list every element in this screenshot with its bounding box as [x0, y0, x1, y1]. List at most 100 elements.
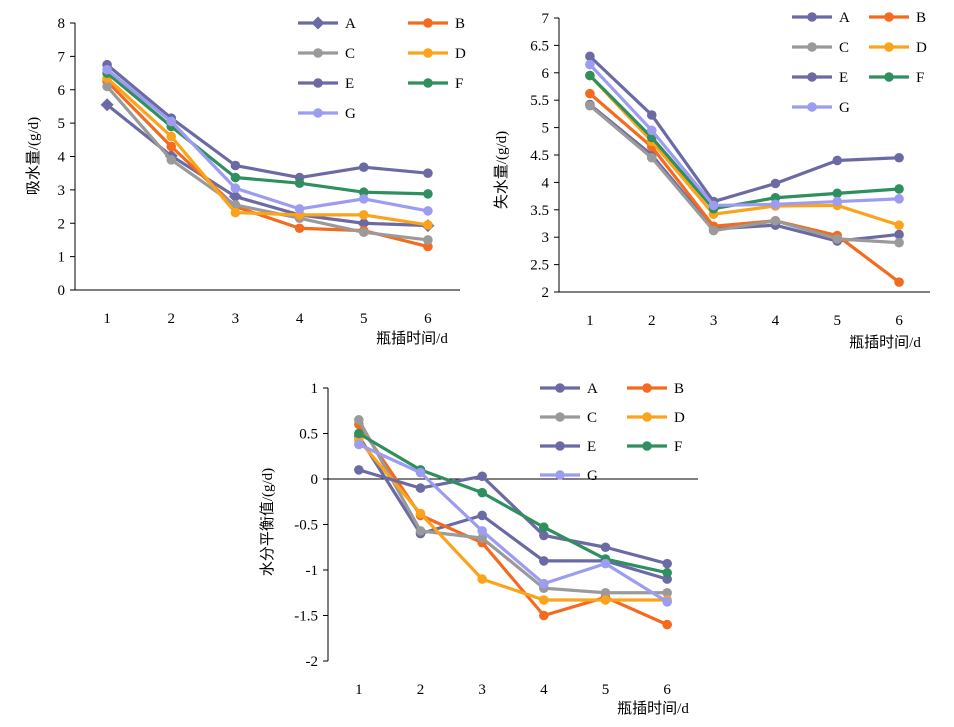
- data-point-C: [102, 81, 112, 92]
- x-axis-title: 瓶插时间/d: [849, 334, 921, 351]
- data-point-E: [230, 160, 241, 171]
- data-point-C: [358, 227, 369, 238]
- data-point-B: [539, 610, 549, 621]
- data-point-C: [662, 587, 672, 598]
- data-point-G: [585, 59, 595, 70]
- legend-label: G: [345, 106, 356, 122]
- legend-swatch-marker: [807, 72, 817, 82]
- legend-item-B: B: [869, 10, 926, 26]
- legend-label: C: [587, 410, 597, 426]
- data-point-G: [423, 206, 433, 216]
- data-point-C: [423, 235, 433, 245]
- x-tick-label: 4: [540, 682, 548, 698]
- data-point-A: [539, 556, 549, 566]
- series-line-D: [588, 74, 900, 227]
- x-tick-label: 5: [834, 313, 842, 329]
- data-point-D: [539, 595, 549, 605]
- legend-item-G: G: [792, 100, 850, 116]
- legend-swatch-marker: [313, 48, 323, 58]
- y-tick-label: -2: [306, 654, 319, 670]
- legend-swatch-marker: [807, 12, 817, 22]
- data-point-E: [646, 110, 657, 120]
- data-point-G: [477, 526, 487, 536]
- legend-swatch-marker: [311, 16, 325, 30]
- data-point-E: [423, 168, 433, 178]
- data-point-G: [166, 116, 177, 127]
- y-tick-label: 3.5: [530, 203, 549, 219]
- legend-label: E: [839, 70, 848, 86]
- data-point-G: [294, 204, 305, 214]
- legend-item-A: A: [298, 16, 356, 32]
- legend-label: C: [345, 46, 355, 62]
- data-point-D: [894, 220, 904, 230]
- data-point-B: [423, 241, 433, 252]
- legend-label: A: [587, 381, 598, 397]
- series-G: [102, 64, 433, 216]
- series-E: [354, 465, 672, 569]
- series-F: [102, 68, 433, 199]
- data-point-D: [166, 131, 177, 142]
- y-axis-title: 水分平衡值/(g/d): [259, 468, 276, 576]
- y-tick-label: 4.5: [530, 148, 549, 164]
- data-point-C: [354, 415, 364, 425]
- legend-swatch-marker: [642, 383, 652, 393]
- series-line-D: [357, 438, 668, 602]
- data-point-E: [600, 542, 611, 553]
- series-line-A: [357, 435, 668, 581]
- legend-label: D: [455, 46, 466, 62]
- y-tick-label: 0: [311, 472, 319, 488]
- series-E: [102, 59, 433, 183]
- legend: A B C D E F G: [298, 16, 466, 122]
- series-G: [354, 439, 672, 607]
- data-point-G: [662, 597, 672, 607]
- legend-item-F: F: [869, 70, 924, 86]
- x-tick-label: 5: [360, 311, 368, 327]
- data-point-F: [770, 192, 781, 203]
- data-point-E: [358, 162, 369, 172]
- legend-swatch-marker: [884, 72, 894, 82]
- x-tick-label: 4: [296, 311, 304, 327]
- data-point-D: [230, 207, 241, 218]
- data-point-G: [230, 183, 241, 194]
- data-point-E: [585, 51, 595, 62]
- y-tick-label: 0.5: [299, 427, 318, 443]
- legend: A B C D E F G: [540, 381, 685, 484]
- x-tick-label: 3: [710, 313, 718, 329]
- legend-item-C: C: [540, 410, 597, 426]
- data-point-A: [357, 216, 371, 230]
- legend-swatch-marker: [642, 441, 652, 451]
- x-tick-label: 3: [478, 682, 486, 698]
- legend-swatch-marker: [313, 78, 323, 88]
- x-tick-label: 6: [424, 311, 432, 327]
- data-point-F: [585, 70, 595, 81]
- x-tick-label: 6: [895, 313, 903, 329]
- data-point-F: [539, 522, 549, 533]
- legend-swatch-marker: [313, 108, 323, 118]
- y-axis-title: 失水量/(g/d): [493, 131, 510, 209]
- data-point-A: [477, 510, 487, 521]
- data-point-G: [646, 125, 657, 136]
- legend: A B C D E F G: [792, 10, 927, 116]
- y-tick-label: 7: [542, 11, 550, 27]
- y-tick-label: 2: [58, 216, 66, 232]
- series-line-F: [588, 74, 900, 211]
- data-point-D: [423, 220, 433, 230]
- legend-label: D: [674, 410, 685, 426]
- x-tick-label: 6: [663, 682, 671, 698]
- x-tick-label: 2: [648, 313, 656, 329]
- series-line-E: [106, 63, 429, 180]
- legend-swatch-marker: [555, 441, 565, 451]
- legend-item-G: G: [298, 106, 356, 122]
- data-point-F: [354, 428, 364, 439]
- y-tick-label: 7: [58, 49, 66, 65]
- legend-item-G: G: [540, 468, 598, 484]
- legend-label: C: [839, 40, 849, 56]
- series-C: [585, 100, 904, 248]
- y-tick-label: 8: [58, 16, 66, 32]
- chart-2: 2 2.5 3 3.5 4 4.5 5 5.5 6 6.5 7 1 2 3 4 5 6 瓶插时间/d 失水量/(g/…: [493, 10, 930, 351]
- y-tick-label: 3: [542, 230, 550, 246]
- data-point-G: [102, 64, 112, 75]
- data-point-F: [477, 487, 487, 498]
- y-tick-label: -0.5: [294, 518, 318, 534]
- series-B: [354, 419, 672, 630]
